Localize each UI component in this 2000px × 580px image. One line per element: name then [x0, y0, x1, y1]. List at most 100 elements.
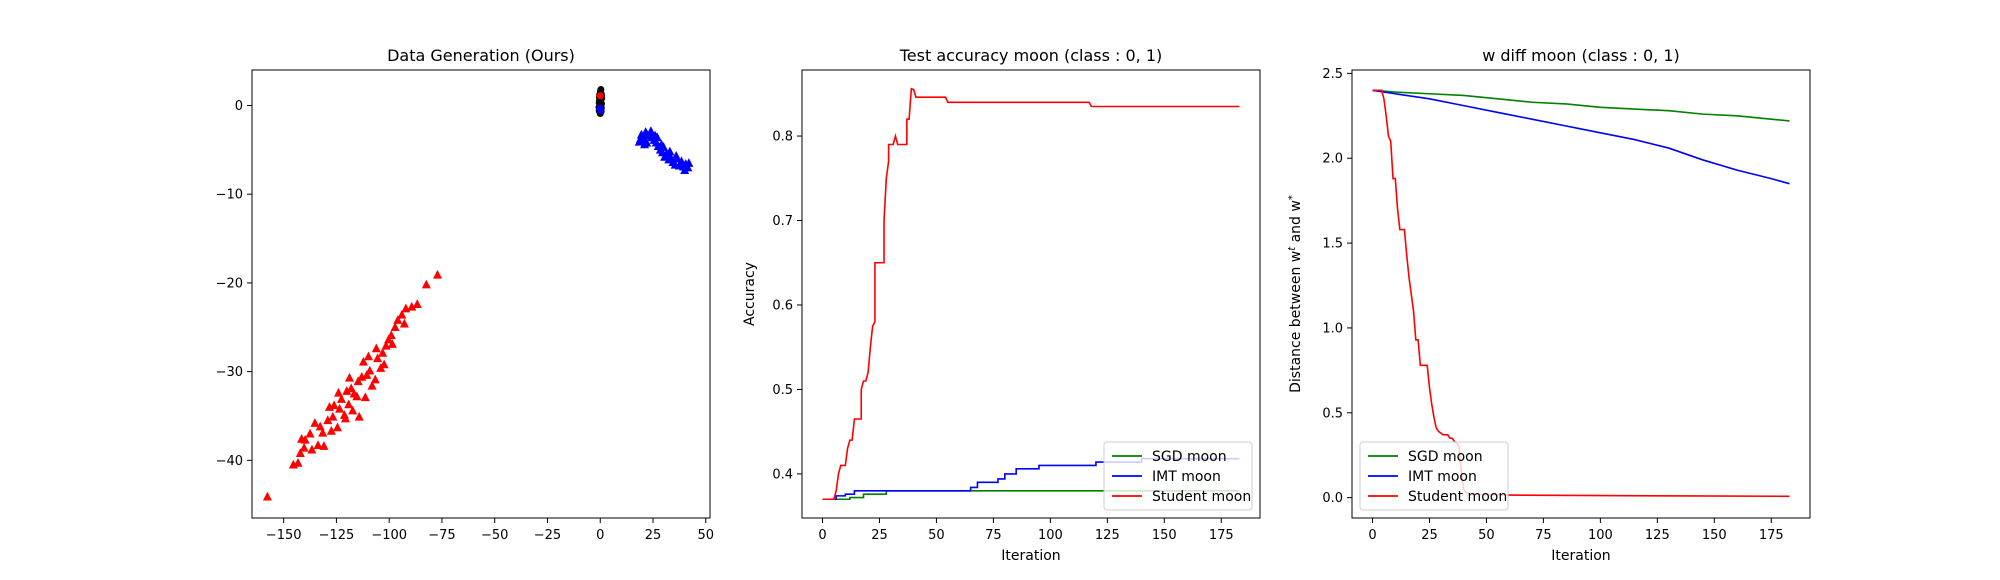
series-line-1 — [822, 490, 1240, 501]
chart-panel-1: Data Generation (Ours)−150 −125 −100 −75 −50… — [216, 46, 714, 543]
x-tick-label: 25 — [1421, 528, 1438, 543]
x-tick-label: 25 — [871, 528, 888, 543]
x-tick-label: 50 — [1478, 528, 1495, 543]
x-tick-label: 75 — [1535, 528, 1552, 543]
scatter-point — [352, 391, 362, 401]
scatter-point — [346, 383, 356, 393]
x-tick-label: −100 — [371, 528, 407, 543]
x-tick-label: 75 — [985, 528, 1002, 543]
scatter-point — [684, 158, 694, 167]
x-tick-label: −75 — [428, 528, 455, 543]
x-tick-label: −50 — [481, 528, 508, 543]
scatter-point — [595, 97, 603, 105]
y-axis-label: Distance between wt and w* — [1287, 195, 1305, 393]
scatter-point — [656, 139, 666, 149]
legend-label: SGD moon — [1408, 449, 1483, 465]
scatter-point — [293, 457, 303, 467]
y-tick-label: −30 — [216, 365, 243, 380]
legend-label: IMT moon — [1152, 469, 1221, 485]
scatter-point — [421, 279, 431, 289]
x-tick-label: 0 — [1368, 528, 1376, 543]
plot-area — [822, 87, 1240, 501]
scatter-point — [334, 387, 344, 397]
x-tick-label: 125 — [1095, 528, 1120, 543]
y-tick-label: 0.0 — [1322, 491, 1343, 506]
y-tick-label: 1.5 — [1322, 237, 1343, 252]
scatter-point — [371, 343, 381, 353]
scatter-point — [345, 372, 355, 382]
series-line-1 — [1372, 89, 1790, 122]
y-tick-label: 1.0 — [1322, 321, 1343, 336]
x-tick-label: 150 — [1702, 528, 1727, 543]
legend-box — [1103, 441, 1253, 511]
scatter-point — [326, 426, 336, 435]
y-tick-label: 0.6 — [772, 298, 793, 313]
scatter-point — [297, 434, 307, 443]
y-tick-label: 0 — [235, 99, 243, 114]
axes-frame — [251, 69, 711, 519]
y-tick-label: −40 — [216, 454, 243, 469]
axes-frame — [1351, 69, 1811, 519]
scatter-point — [353, 376, 363, 386]
scatter-point — [399, 318, 409, 328]
scatter-point — [378, 347, 388, 357]
x-tick-label: −150 — [266, 528, 302, 543]
scatter-point — [390, 322, 400, 332]
scatter-point — [379, 359, 389, 369]
plot-area — [1372, 89, 1790, 498]
scatter-point — [646, 126, 656, 135]
scatter-point — [387, 339, 397, 348]
scatter-point — [358, 356, 368, 366]
y-axis-label: Accuracy — [742, 262, 758, 326]
scatter-point — [336, 394, 346, 403]
scatter-point — [635, 134, 645, 143]
y-tick-label: −10 — [216, 188, 243, 203]
scatter-point — [354, 411, 364, 421]
scatter-point — [328, 411, 338, 421]
scatter-point — [295, 448, 305, 457]
chart-title: Test accuracy moon (class : 0, 1) — [899, 46, 1163, 65]
scatter-point — [360, 392, 370, 402]
x-tick-label: 125 — [1645, 528, 1670, 543]
scatter-point — [407, 301, 417, 311]
scatter-point — [370, 374, 380, 384]
scatter-point — [305, 428, 315, 438]
scatter-point — [319, 441, 329, 450]
scatter-point — [332, 422, 342, 432]
scatter-point — [348, 405, 358, 415]
y-tick-label: −20 — [216, 276, 243, 291]
legend: SGD moon IMT moon Student moon — [1103, 441, 1253, 511]
y-tick-label: 0.7 — [772, 214, 793, 229]
x-tick-label: −125 — [319, 528, 355, 543]
y-axis-label-part: t — [1287, 246, 1298, 251]
scatter-point — [342, 386, 352, 395]
y-tick-label: 2.0 — [1322, 152, 1343, 167]
y-tick-label: 2.5 — [1322, 67, 1343, 82]
scatter-point — [299, 442, 309, 452]
x-tick-label: 175 — [1209, 528, 1234, 543]
x-tick-label: 0 — [596, 528, 604, 543]
series-line-3 — [1372, 89, 1790, 498]
scatter-point — [340, 413, 350, 423]
chart-title: w diff moon (class : 0, 1) — [1482, 46, 1680, 65]
scatter-point — [364, 351, 374, 361]
scatter-point — [313, 440, 323, 450]
scatter-point — [362, 370, 372, 379]
scatter-point — [310, 418, 320, 427]
x-tick-label: −25 — [534, 528, 561, 543]
legend-label: Student moon — [1152, 489, 1251, 505]
legend-label: IMT moon — [1408, 469, 1477, 485]
scatter-point — [665, 146, 675, 156]
series-line-2 — [822, 457, 1240, 501]
scatter-point — [597, 86, 605, 94]
x-tick-label: 0 — [818, 528, 826, 543]
legend: SGD moon IMT moon Student moon — [1359, 441, 1509, 511]
scatter-point — [373, 353, 383, 363]
plot-area — [262, 86, 694, 501]
scatter-point — [640, 139, 650, 149]
chart-panel-2: Test accuracy moon (class : 0, 1) 0 25 50 75… — [742, 46, 1261, 564]
legend-label: SGD moon — [1152, 449, 1227, 465]
y-axis-label-part: Distance between w — [1288, 251, 1304, 393]
scatter-point — [367, 380, 377, 390]
